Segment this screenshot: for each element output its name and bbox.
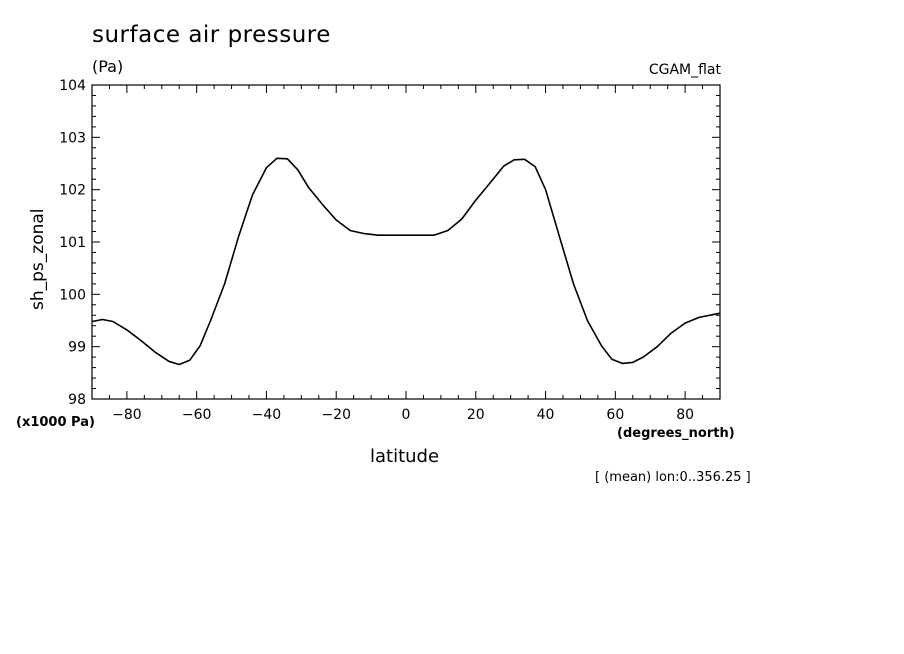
tick-marks (91, 84, 721, 400)
y-tick-label: 99 (68, 340, 86, 356)
x-tick-label: −40 (252, 407, 282, 423)
x-tick-label: −20 (321, 407, 351, 423)
dataset-label: CGAM_flat (648, 62, 721, 78)
x-tick-label: −80 (112, 407, 142, 423)
y-tick-label: 101 (59, 235, 86, 251)
chart-title: surface air pressure (92, 22, 331, 48)
x-axis-label: latitude (370, 446, 440, 467)
y-axis-scale-label: (x1000 Pa) (16, 415, 95, 430)
y-tick-label: 100 (59, 287, 86, 303)
plot-frame (91, 84, 721, 400)
x-tick-label: −60 (182, 407, 212, 423)
x-tick-label: 60 (606, 407, 624, 423)
y-tick-label: 102 (59, 183, 86, 199)
y-tick-label: 98 (68, 392, 86, 408)
y-tick-labels: 98 99 100 101 102 103 104 (59, 78, 86, 408)
averaging-note: [ (mean) lon:0..356.25 ] (595, 470, 751, 485)
chart-units: (Pa) (92, 57, 124, 76)
x-tick-labels: −80 −60 −40 −20 0 20 40 60 80 (112, 407, 694, 423)
x-tick-label: 0 (402, 407, 411, 423)
x-tick-label: 40 (537, 407, 555, 423)
x-axis-units: (degrees_north) (617, 426, 735, 441)
x-tick-label: 80 (676, 407, 694, 423)
series-line (91, 157, 721, 366)
x-tick-label: 20 (467, 407, 485, 423)
y-tick-label: 104 (59, 78, 86, 94)
y-tick-label: 103 (59, 130, 86, 146)
